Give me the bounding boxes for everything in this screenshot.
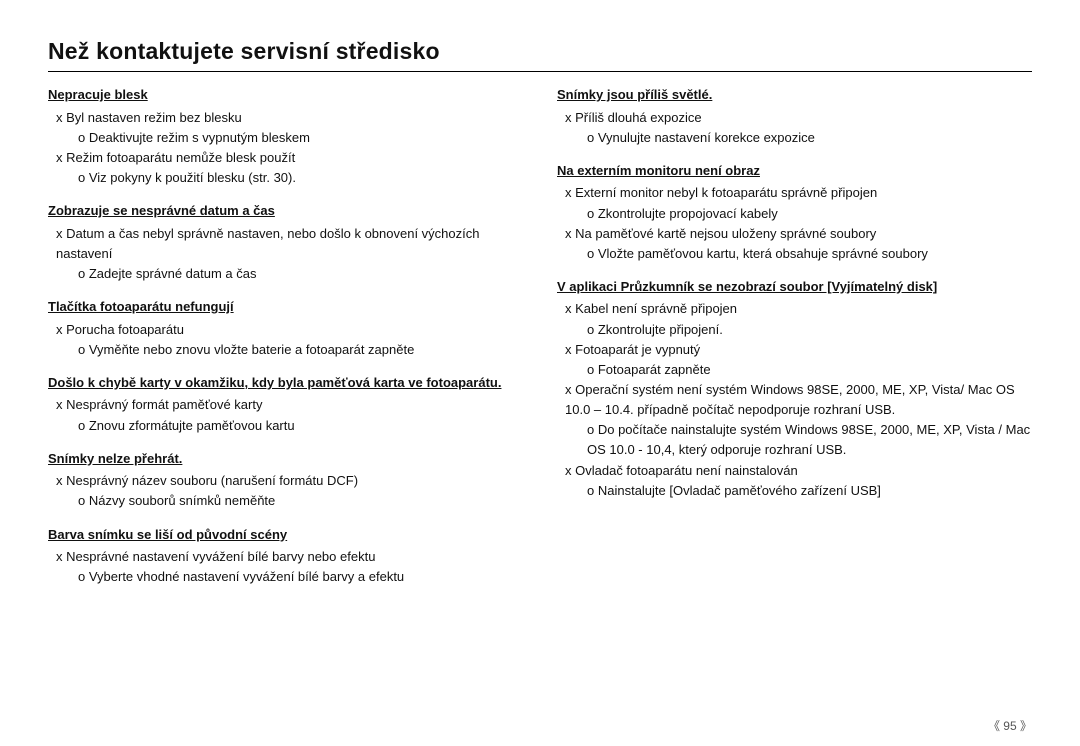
cause-text: Fotoaparát je vypnutý [557, 340, 1032, 360]
cause-text: Datum a čas nebyl správně nastaven, nebo… [48, 224, 523, 264]
section-title: Barva snímku se liší od původní scény [48, 526, 523, 544]
remedy-text: Vložte paměťovou kartu, která obsahuje s… [557, 244, 1032, 264]
left-column: Nepracuje blesk Byl nastaven režim bez bl… [48, 86, 523, 601]
remedy-text: Fotoaparát zapněte [557, 360, 1032, 380]
section-title: Tlačítka fotoaparátu nefungují [48, 298, 523, 316]
section-title: V aplikaci Průzkumník se nezobrazí soubo… [557, 278, 1032, 296]
remedy-text: Zkontrolujte připojení. [557, 320, 1032, 340]
remedy-text: Znovu zformátujte paměťovou kartu [48, 416, 523, 436]
cause-text: Nesprávný název souboru (narušení formát… [48, 471, 523, 491]
page-number-value: 95 [1003, 719, 1016, 733]
section-title: Snímky jsou příliš světlé. [557, 86, 1032, 104]
troubleshoot-section: Na externím monitoru není obraz Externí m… [557, 162, 1032, 264]
document-page: Než kontaktujete servisní středisko Nepr… [0, 0, 1080, 746]
section-title: Nepracuje blesk [48, 86, 523, 104]
remedy-text: Zkontrolujte propojovací kabely [557, 204, 1032, 224]
cause-text: Nesprávný formát paměťové karty [48, 395, 523, 415]
cause-text: Kabel není správně připojen [557, 299, 1032, 319]
section-title: Na externím monitoru není obraz [557, 162, 1032, 180]
troubleshoot-section: Tlačítka fotoaparátu nefungují Porucha fo… [48, 298, 523, 360]
cause-text: Byl nastaven režim bez blesku [48, 108, 523, 128]
remedy-text: Vyměňte nebo znovu vložte baterie a foto… [48, 340, 523, 360]
right-column: Snímky jsou příliš světlé. Příliš dlouhá … [557, 86, 1032, 601]
section-title: Došlo k chybě karty v okamžiku, kdy byla… [48, 374, 523, 392]
troubleshoot-section: V aplikaci Průzkumník se nezobrazí soubo… [557, 278, 1032, 501]
cause-text: Režim fotoaparátu nemůže blesk použít [48, 148, 523, 168]
cause-text: Externí monitor nebyl k fotoaparátu sprá… [557, 183, 1032, 203]
troubleshoot-section: Zobrazuje se nesprávné datum a čas Datum … [48, 202, 523, 284]
remedy-text: Viz pokyny k použití blesku (str. 30). [48, 168, 523, 188]
cause-text: Porucha fotoaparátu [48, 320, 523, 340]
remedy-text: Názvy souborů snímků neměňte [48, 491, 523, 511]
troubleshoot-section: Snímky jsou příliš světlé. Příliš dlouhá … [557, 86, 1032, 148]
section-title: Snímky nelze přehrát. [48, 450, 523, 468]
remedy-text: Vyberte vhodné nastavení vyvážení bílé b… [48, 567, 523, 587]
section-title: Zobrazuje se nesprávné datum a čas [48, 202, 523, 220]
cause-text: Nesprávné nastavení vyvážení bílé barvy … [48, 547, 523, 567]
troubleshoot-section: Snímky nelze přehrát. Nesprávný název sou… [48, 450, 523, 512]
page-number: 《 95 》 [988, 717, 1032, 734]
cause-text: Příliš dlouhá expozice [557, 108, 1032, 128]
content-columns: Nepracuje blesk Byl nastaven režim bez bl… [48, 86, 1032, 601]
remedy-text: Nainstalujte [Ovladač paměťového zařízen… [557, 481, 1032, 501]
cause-text: Na paměťové kartě nejsou uloženy správné… [557, 224, 1032, 244]
remedy-text: Vynulujte nastavení korekce expozice [557, 128, 1032, 148]
troubleshoot-section: Došlo k chybě karty v okamžiku, kdy byla… [48, 374, 523, 436]
cause-text: Operační systém není systém Windows 98SE… [557, 380, 1032, 420]
troubleshoot-section: Nepracuje blesk Byl nastaven režim bez bl… [48, 86, 523, 188]
remedy-text: Do počítače nainstalujte systém Windows … [557, 420, 1032, 460]
page-title: Než kontaktujete servisní středisko [48, 38, 1032, 72]
cause-text: Ovladač fotoaparátu není nainstalován [557, 461, 1032, 481]
troubleshoot-section: Barva snímku se liší od původní scény Nes… [48, 526, 523, 588]
remedy-text: Zadejte správné datum a čas [48, 264, 523, 284]
remedy-text: Deaktivujte režim s vypnutým bleskem [48, 128, 523, 148]
